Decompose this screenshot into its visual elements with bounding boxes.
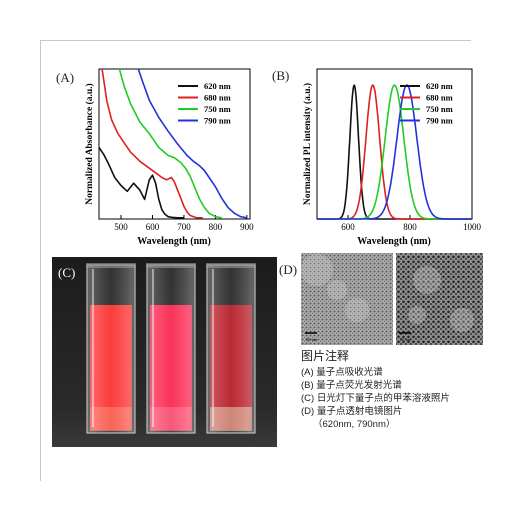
caption-line-c: (C) 日光灯下量子点的甲苯溶液照片 xyxy=(301,393,450,404)
tem-texture-3 xyxy=(413,266,441,294)
plot-frame-b xyxy=(316,68,473,220)
cuvette-glass-1 xyxy=(86,264,136,434)
legend-label-1-0: 620 nm xyxy=(426,81,453,91)
scale-bar-2-label: 20 nm xyxy=(400,337,412,342)
caption-line-d: (D) 量子点透射电镜图片 xyxy=(301,406,403,417)
tem-texture-2 xyxy=(327,280,347,300)
legend-label-0-2: 750 nm xyxy=(204,104,231,114)
cuvette-rim-3 xyxy=(206,263,256,268)
tem-image-790 xyxy=(396,253,483,345)
plot-frame-a xyxy=(98,68,251,220)
legend-label-0-0: 620 nm xyxy=(204,81,231,91)
cuvette-glass-2 xyxy=(146,264,196,434)
x-axis-label-a: Wavelength (nm) xyxy=(137,236,211,247)
series-line-0-0 xyxy=(98,147,184,219)
cuvette-3 xyxy=(206,263,256,434)
caption-title: 图片注释 xyxy=(301,349,350,363)
x-tick-label-1-2: 1000 xyxy=(463,222,482,232)
y-axis-label-b: Normalized PL intensity (a.u.) xyxy=(302,83,313,205)
x-axis-label-b: Wavelength (nm) xyxy=(357,236,431,247)
legend-label-1-3: 790 nm xyxy=(426,116,453,126)
tem-texture-1 xyxy=(345,298,369,322)
x-tick-label-0-3: 800 xyxy=(209,222,223,232)
frame-left-line xyxy=(40,40,41,481)
panel-a-label: (A) xyxy=(56,70,74,85)
cuvette-2 xyxy=(146,263,196,434)
series-line-0-1 xyxy=(101,68,203,219)
legend-label-0-3: 790 nm xyxy=(204,116,231,126)
legend-label-1-2: 750 nm xyxy=(426,104,453,114)
legend-label-1-1: 680 nm xyxy=(426,93,453,103)
cuvette-rim-2 xyxy=(146,263,196,268)
caption-line-a: (A) 量子点吸收光谱 xyxy=(301,367,383,378)
x-tick-label-0-2: 700 xyxy=(177,222,191,232)
cuvette-rim-1 xyxy=(86,263,136,268)
cuvette-glass-3 xyxy=(206,264,256,434)
tem-images: (D) 50 nm 20 nm xyxy=(279,253,483,345)
y-axis-label-a: Normalized Absorbance (a.u.) xyxy=(84,83,95,204)
tem-texture-5 xyxy=(408,306,426,324)
x-tick-label-0-0: 500 xyxy=(114,222,128,232)
series-line-0-2 xyxy=(118,68,222,219)
x-tick-label-1-0: 600 xyxy=(341,222,355,232)
legend-label-0-1: 680 nm xyxy=(204,93,231,103)
cuvette-photo: (C) xyxy=(52,257,277,447)
caption-line-e: （620nm, 790nm） xyxy=(313,419,396,430)
tem-texture-0 xyxy=(301,254,333,286)
series-line-0-3 xyxy=(137,68,248,219)
x-tick-label-1-1: 800 xyxy=(403,222,417,232)
x-tick-label-0-4: 900 xyxy=(240,222,254,232)
x-tick-label-0-1: 600 xyxy=(146,222,160,232)
figure-caption: 图片注释 (A) 量子点吸收光谱 (B) 量子点荧光发射光谱 (C) 日光灯下量… xyxy=(301,350,501,431)
frame-top-line xyxy=(40,40,471,41)
tem-texture-4 xyxy=(450,308,474,332)
cuvette-1 xyxy=(86,263,136,434)
caption-line-b: (B) 量子点荧光发射光谱 xyxy=(301,380,402,391)
scale-bar-1-label: 50 nm xyxy=(306,337,318,342)
panel-c-label: (C) xyxy=(58,265,75,280)
series-line-1-3 xyxy=(316,84,473,220)
tem-image-620 xyxy=(301,253,393,345)
panel-d-label: (D) xyxy=(279,262,297,277)
panel-b-label: (B) xyxy=(272,68,289,83)
